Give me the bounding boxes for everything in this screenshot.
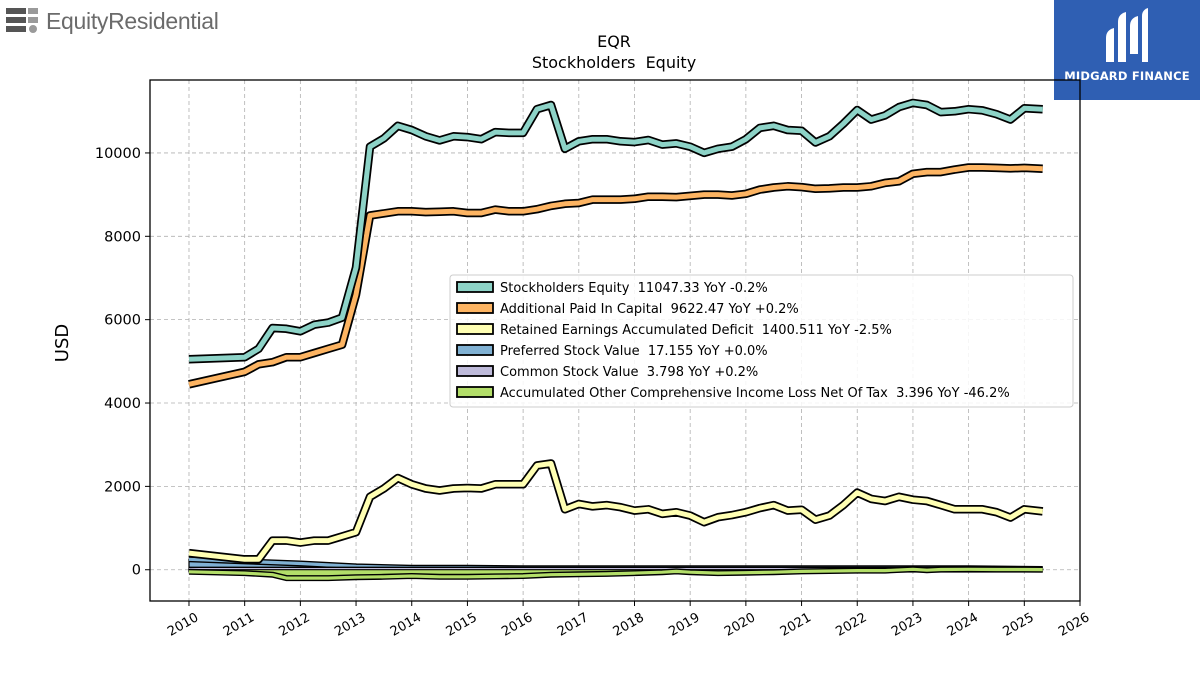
- series-stockholders_equity: [188, 98, 1043, 364]
- y-tick-label: 2000: [104, 479, 141, 495]
- legend-item-common_stock: Common Stock Value 3.798 YoY +0.2%: [456, 365, 758, 380]
- series-line-additional_paid_in_capital: [188, 165, 1043, 387]
- equity-residential-logo: EquityResidential: [6, 6, 219, 36]
- x-tick-label: 2022: [833, 610, 869, 640]
- legend-swatch: [456, 302, 494, 314]
- legend-swatch: [456, 323, 494, 335]
- x-tick-label: 2012: [277, 610, 313, 640]
- legend-label: Common Stock Value 3.798 YoY +0.2%: [500, 365, 758, 380]
- x-tick-label: 2010: [165, 610, 201, 640]
- x-tick-label: 2026: [1056, 610, 1092, 640]
- legend-item-aoci: Accumulated Other Comprehensive Income L…: [456, 386, 1010, 401]
- y-tick-label: 10000: [95, 146, 141, 162]
- y-axis-label: USD: [52, 324, 73, 362]
- legend-item-stockholders_equity: Stockholders Equity 11047.33 YoY -0.2%: [456, 281, 768, 296]
- series-layer: [188, 98, 1044, 582]
- legend-swatch: [456, 386, 494, 398]
- midgard-finance-logo: MIDGARD FINANCE: [1054, 0, 1200, 100]
- series-additional_paid_in_capital: [188, 163, 1043, 389]
- y-tick-label: 4000: [104, 396, 141, 412]
- x-tick-label: 2023: [889, 610, 925, 640]
- x-tick-label: 2014: [388, 610, 424, 640]
- series-line-aoci: [188, 567, 1043, 580]
- legend-label: Retained Earnings Accumulated Deficit 14…: [500, 323, 892, 338]
- y-tick-label: 0: [132, 563, 141, 579]
- x-tick-label: 2021: [778, 610, 814, 640]
- legend: Stockholders Equity 11047.33 YoY -0.2% Ad…: [449, 274, 1074, 408]
- x-tick-label: 2013: [332, 610, 368, 640]
- legend-label: Stockholders Equity 11047.33 YoY -0.2%: [500, 281, 768, 296]
- legend-label: Accumulated Other Comprehensive Income L…: [500, 386, 1010, 401]
- chart-subtitle: Stockholders Equity: [532, 53, 696, 72]
- axes-frame: [149, 79, 1081, 602]
- y-tick-label: 6000: [104, 313, 141, 329]
- series-line-retained_earnings: [188, 461, 1043, 562]
- legend-item-retained_earnings: Retained Earnings Accumulated Deficit 14…: [456, 323, 892, 338]
- midgard-finance-logo-icon: [1106, 8, 1148, 62]
- x-tick-label: 2015: [444, 610, 480, 640]
- legend-swatch: [456, 281, 494, 293]
- legend-label: Preferred Stock Value 17.155 YoY +0.0%: [500, 344, 768, 359]
- x-tick-label: 2020: [722, 610, 758, 640]
- legend-item-preferred_stock: Preferred Stock Value 17.155 YoY +0.0%: [456, 344, 768, 359]
- x-tick-label: 2025: [1000, 610, 1036, 640]
- x-tick-label: 2017: [555, 610, 591, 640]
- brand-name-left: EquityResidential: [46, 7, 219, 34]
- y-tick-label: 8000: [104, 229, 141, 245]
- x-tick-label: 2019: [666, 610, 702, 640]
- x-tick-label: 2018: [611, 610, 647, 640]
- series-outline-retained_earnings: [188, 459, 1044, 564]
- brand-name-right: MIDGARD FINANCE: [1064, 69, 1190, 83]
- equity-residential-logo-icon: [6, 8, 38, 33]
- x-tick-label: 2016: [499, 610, 535, 640]
- x-tick-label: 2024: [945, 610, 981, 640]
- legend-item-additional_paid_in_capital: Additional Paid In Capital 9622.47 YoY +…: [456, 302, 799, 317]
- legend-box: [449, 274, 1074, 408]
- series-retained_earnings: [188, 459, 1044, 564]
- series-line-stockholders_equity: [188, 100, 1043, 362]
- series-aoci: [188, 566, 1044, 582]
- legend-label: Additional Paid In Capital 9622.47 YoY +…: [500, 302, 799, 317]
- chart-title: EQR: [597, 32, 631, 51]
- legend-swatch: [456, 344, 494, 356]
- x-tick-label: 2011: [221, 610, 257, 640]
- legend-swatch: [456, 365, 494, 377]
